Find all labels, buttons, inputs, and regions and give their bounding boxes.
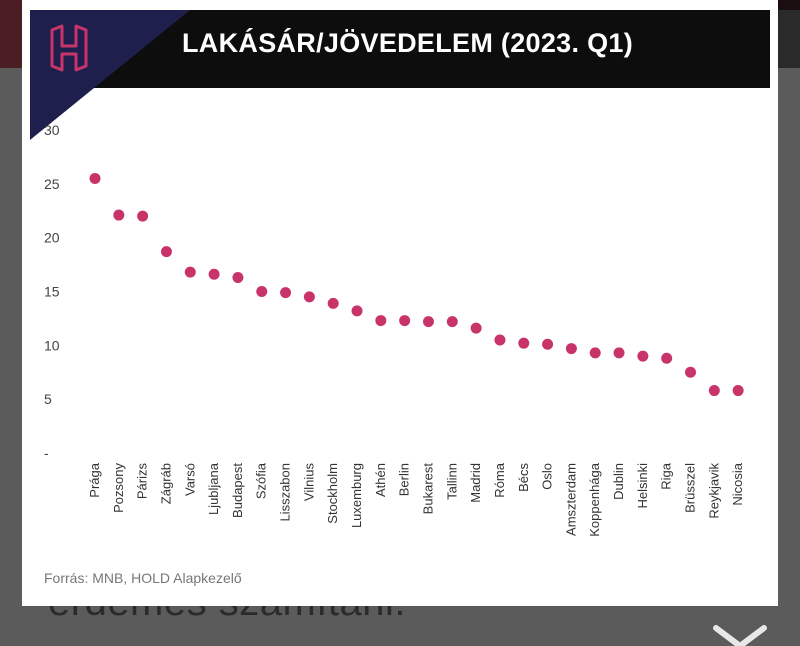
x-tick-label: Tallinn: [444, 463, 459, 500]
data-point: [280, 287, 292, 299]
chart-title: LAKÁSÁR/JÖVEDELEM (2023. Q1): [182, 28, 633, 58]
scatter-chart: 30 25 20 15 10 5 - Prága Pozsony Párizs Zágráb Vars…: [44, 122, 745, 537]
x-tick-label: Bécs: [516, 463, 531, 492]
x-tick-label: Ljubljana: [206, 462, 221, 515]
data-point: [470, 322, 482, 334]
data-point: [446, 316, 458, 328]
data-point: [589, 347, 601, 359]
x-tick-label: Riga: [659, 462, 674, 490]
x-tick-label: Nicosia: [730, 462, 745, 505]
source-note: Forrás: MNB, HOLD Alapkezelő: [44, 570, 242, 586]
y-tick-label: -: [44, 445, 49, 461]
data-point: [208, 268, 220, 280]
background-left-accent: [0, 0, 22, 68]
data-point: [351, 305, 363, 317]
hold-logo: [30, 10, 190, 140]
data-point: [494, 334, 506, 346]
x-tick-label: Róma: [492, 462, 507, 497]
x-tick-label: Szófia: [254, 462, 269, 499]
data-point: [518, 337, 530, 349]
x-tick-label: Reykjavik: [706, 463, 721, 519]
data-point: [422, 316, 434, 328]
data-point: [137, 210, 149, 222]
x-tick-label: Pozsony: [111, 463, 126, 513]
x-tick-label: Berlin: [397, 463, 412, 496]
x-tick-label: Luxemburg: [349, 463, 364, 528]
x-tick-label: Amszterdam: [563, 463, 578, 536]
y-tick-label: 30: [44, 122, 60, 138]
x-tick-label: Vilnius: [301, 463, 316, 502]
chart-card: LAKÁSÁR/JÖVEDELEM (2023. Q1) 30 25 20 15 10 5…: [22, 0, 778, 606]
x-tick-label: Dublin: [611, 463, 626, 500]
x-tick-label: Brüsszel: [683, 463, 698, 513]
x-tick-label: Lisszabon: [278, 463, 293, 522]
data-point: [661, 352, 673, 364]
x-tick-label: Athén: [373, 463, 388, 497]
x-tick-label: Zágráb: [158, 463, 173, 504]
data-point: [160, 246, 172, 258]
data-point: [184, 266, 196, 278]
x-tick-label: Helsinki: [635, 463, 650, 509]
y-tick-label: 10: [44, 337, 60, 353]
data-point: [732, 385, 744, 397]
data-point: [708, 385, 720, 397]
data-point: [303, 291, 315, 303]
data-point: [113, 209, 125, 221]
logo-h-icon: [50, 24, 88, 72]
data-point: [565, 343, 577, 355]
x-tick-label: Prága: [87, 462, 102, 497]
data-point: [685, 366, 696, 378]
x-tick-label: Bukarest: [420, 463, 435, 515]
x-tick-label: Koppenhága: [587, 462, 602, 537]
x-tick-label: Stockholm: [325, 463, 340, 524]
data-point: [613, 347, 625, 359]
x-tick-label: Párizs: [135, 463, 150, 500]
data-point: [327, 297, 339, 309]
data-point: [256, 286, 268, 297]
x-tick-label: Oslo: [540, 463, 555, 490]
data-point: [89, 172, 101, 184]
y-tick-label: 25: [44, 176, 60, 192]
logo-triangle: [30, 10, 190, 140]
x-tick-label: Varsó: [182, 463, 197, 496]
data-point: [399, 315, 411, 327]
close-icon[interactable]: [712, 606, 768, 646]
y-tick-label: 5: [44, 391, 52, 407]
data-point: [375, 315, 387, 327]
y-tick-label: 15: [44, 284, 60, 300]
y-tick-label: 20: [44, 230, 60, 246]
data-point: [637, 350, 649, 362]
data-point: [542, 338, 554, 350]
x-tick-label: Budapest: [230, 463, 245, 518]
x-tick-label: Madrid: [468, 463, 483, 503]
data-point: [232, 272, 244, 284]
